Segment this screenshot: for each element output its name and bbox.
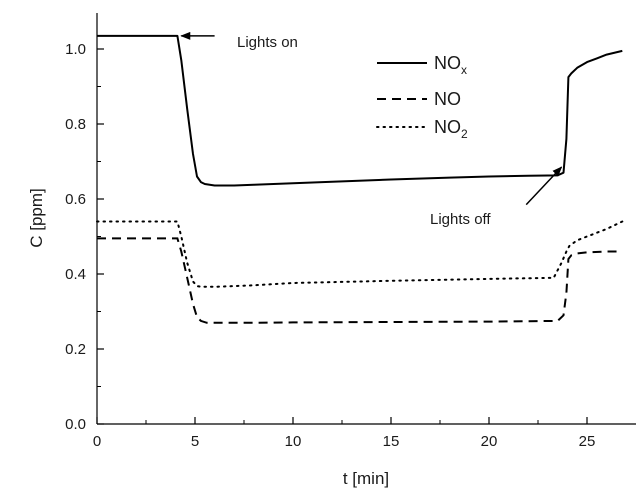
x-tick-label: 0 xyxy=(93,433,101,450)
x-tick-label: 10 xyxy=(285,433,302,450)
annotations: Lights on Lights off xyxy=(180,31,563,228)
legend-label-nox: NOx xyxy=(434,53,467,77)
lights-on-label: Lights on xyxy=(237,34,298,51)
lights-off-arrow xyxy=(525,166,563,206)
x-tick-label: 15 xyxy=(383,433,400,450)
legend-label-no: NO xyxy=(434,89,461,109)
x-tick-label: 25 xyxy=(579,433,596,450)
y-tick-label: 0.2 xyxy=(65,341,86,358)
x-tick-label: 5 xyxy=(191,433,199,450)
x-axis-label: t [min] xyxy=(343,469,389,488)
y-tick-label: 0.0 xyxy=(65,416,86,433)
plot-lines xyxy=(96,34,624,324)
y-axis-ticks: 0.0 0.2 0.4 0.6 0.8 1.0 xyxy=(65,41,104,433)
y-axis-label: C [ppm] xyxy=(27,188,46,248)
x-tick-label: 20 xyxy=(481,433,498,450)
legend: NOx NO NO2 xyxy=(376,53,468,141)
y-tick-label: 0.8 xyxy=(65,116,86,133)
plot-frame xyxy=(96,13,636,425)
y-tick-label: 1.0 xyxy=(65,41,86,58)
series-line-no2 xyxy=(96,220,624,288)
series-line-no xyxy=(97,237,623,324)
series-line-nox xyxy=(97,34,623,187)
x-axis-ticks: 0 5 10 15 20 25 xyxy=(93,417,596,450)
y-tick-label: 0.6 xyxy=(65,191,86,208)
lights-off-label: Lights off xyxy=(430,211,491,228)
y-tick-label: 0.4 xyxy=(65,266,86,283)
legend-label-no2: NO2 xyxy=(434,117,468,141)
